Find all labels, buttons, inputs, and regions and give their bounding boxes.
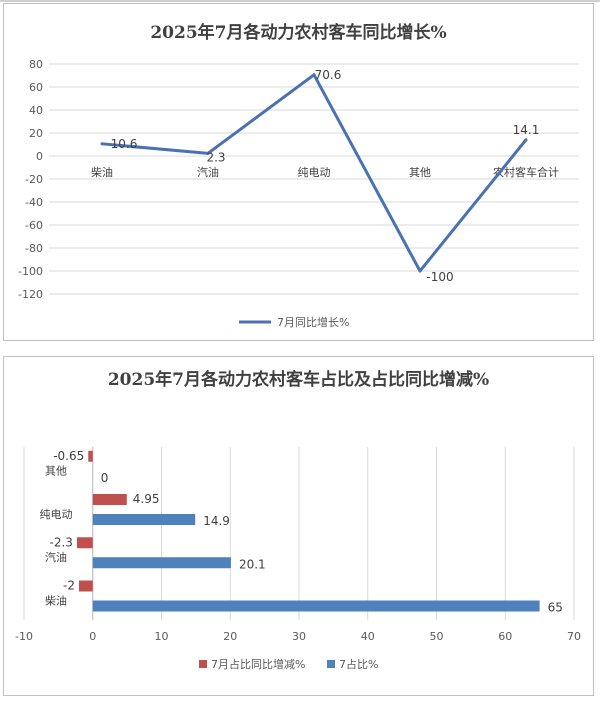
bar-chart-panel: 2025年7月各动力农村客车占比及占比同比增减% -10 0 10 20 30 40 50 6… [3,356,594,696]
line-chart-panel: 2025年7月各动力农村客车同比增长% 80 60 40 20 0 -20 -40 -60 -8… [3,3,594,341]
data-point [100,142,104,146]
y-tick-label: 40 [29,104,43,117]
data-label: 20.1 [239,557,266,571]
x-category-label: 汽油 [197,165,219,179]
top-border-line [0,0,600,2]
bar-chart-title: 2025年7月各动力农村客车占比及占比同比增减% [107,370,490,390]
data-label: 65 [548,601,563,615]
data-label: -2.3 [50,535,73,549]
bar-share-change [92,494,127,505]
y-tick-label: 20 [29,127,43,140]
bar-share [92,557,231,569]
legend-label: 7占比% [339,657,378,671]
bar-share-change [76,537,93,549]
data-label: -100 [426,270,453,284]
y-tick-label: -100 [18,265,43,278]
data-label: 14.9 [203,514,230,528]
data-label: -2 [63,579,75,593]
data-point [524,138,528,142]
y-tick-label: -120 [18,288,43,301]
bar-chart-svg: -10 0 10 20 30 40 50 60 70 -2 65 柴油 -2.3 20.1 汽油 4.95 14… [15,447,581,671]
data-point [206,151,210,155]
x-tick-label: 30 [292,630,306,643]
y-tick-label: -60 [25,219,43,232]
y-category-label: 柴油 [45,593,67,607]
data-point [418,269,422,273]
y-category-label: 纯电动 [40,508,73,521]
bar-share-change [79,580,93,592]
data-label: 70.6 [315,68,342,82]
x-tick-label: 50 [430,630,444,643]
data-label: 0 [101,471,109,485]
y-tick-label: -80 [25,242,43,255]
legend-label: 7月同比增长% [277,315,349,329]
x-tick-label: 60 [498,630,512,643]
data-label: 4.95 [133,492,160,506]
bar-share [92,514,196,525]
data-label: 10.6 [111,137,138,151]
x-tick-label: 20 [223,630,237,643]
y-tick-label: -40 [25,196,43,209]
data-label: 14.1 [513,123,540,137]
y-tick-label: 60 [29,81,43,94]
line-chart-svg: 80 60 40 20 0 -20 -40 -60 -80 -100 -120 柴油 汽油 纯电动 其他 农村… [18,58,579,329]
x-category-label: 纯电动 [298,166,331,179]
bar-share [92,600,540,612]
x-category-label: 柴油 [91,165,113,179]
x-tick-label: 40 [361,630,375,643]
data-label: 2.3 [206,150,225,164]
legend-swatch [327,660,335,668]
x-tick-label: -10 [15,630,33,643]
bar-share-change [88,450,93,462]
data-point [312,73,316,77]
legend-label: 7月占比同比增减% [211,657,305,671]
x-tick-label: 0 [89,630,96,643]
x-tick-label: 70 [567,630,581,643]
y-tick-label: -20 [25,173,43,186]
x-category-label: 其他 [409,166,431,179]
y-category-label: 其他 [45,465,67,478]
line-chart-title: 2025年7月各动力农村客车同比增长% [150,23,447,43]
y-category-label: 汽油 [45,550,67,564]
x-category-label: 农村客车合计 [493,165,559,179]
legend-swatch [199,660,207,668]
y-tick-label: 80 [29,58,43,71]
x-tick-label: 10 [155,630,169,643]
y-tick-label: 0 [36,150,43,163]
data-label: -0.65 [53,449,84,463]
